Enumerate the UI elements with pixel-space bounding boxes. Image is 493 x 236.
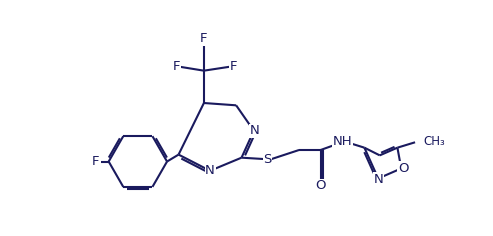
Text: O: O (316, 179, 326, 192)
Text: S: S (263, 153, 272, 166)
Text: NH: NH (332, 135, 352, 148)
Text: O: O (398, 162, 408, 175)
Text: N: N (373, 173, 383, 186)
Text: N: N (249, 124, 259, 137)
Text: F: F (173, 60, 180, 73)
Text: F: F (229, 60, 237, 73)
Text: F: F (200, 32, 208, 45)
Text: F: F (92, 155, 99, 168)
Text: CH₃: CH₃ (423, 135, 445, 148)
Text: N: N (205, 164, 215, 177)
